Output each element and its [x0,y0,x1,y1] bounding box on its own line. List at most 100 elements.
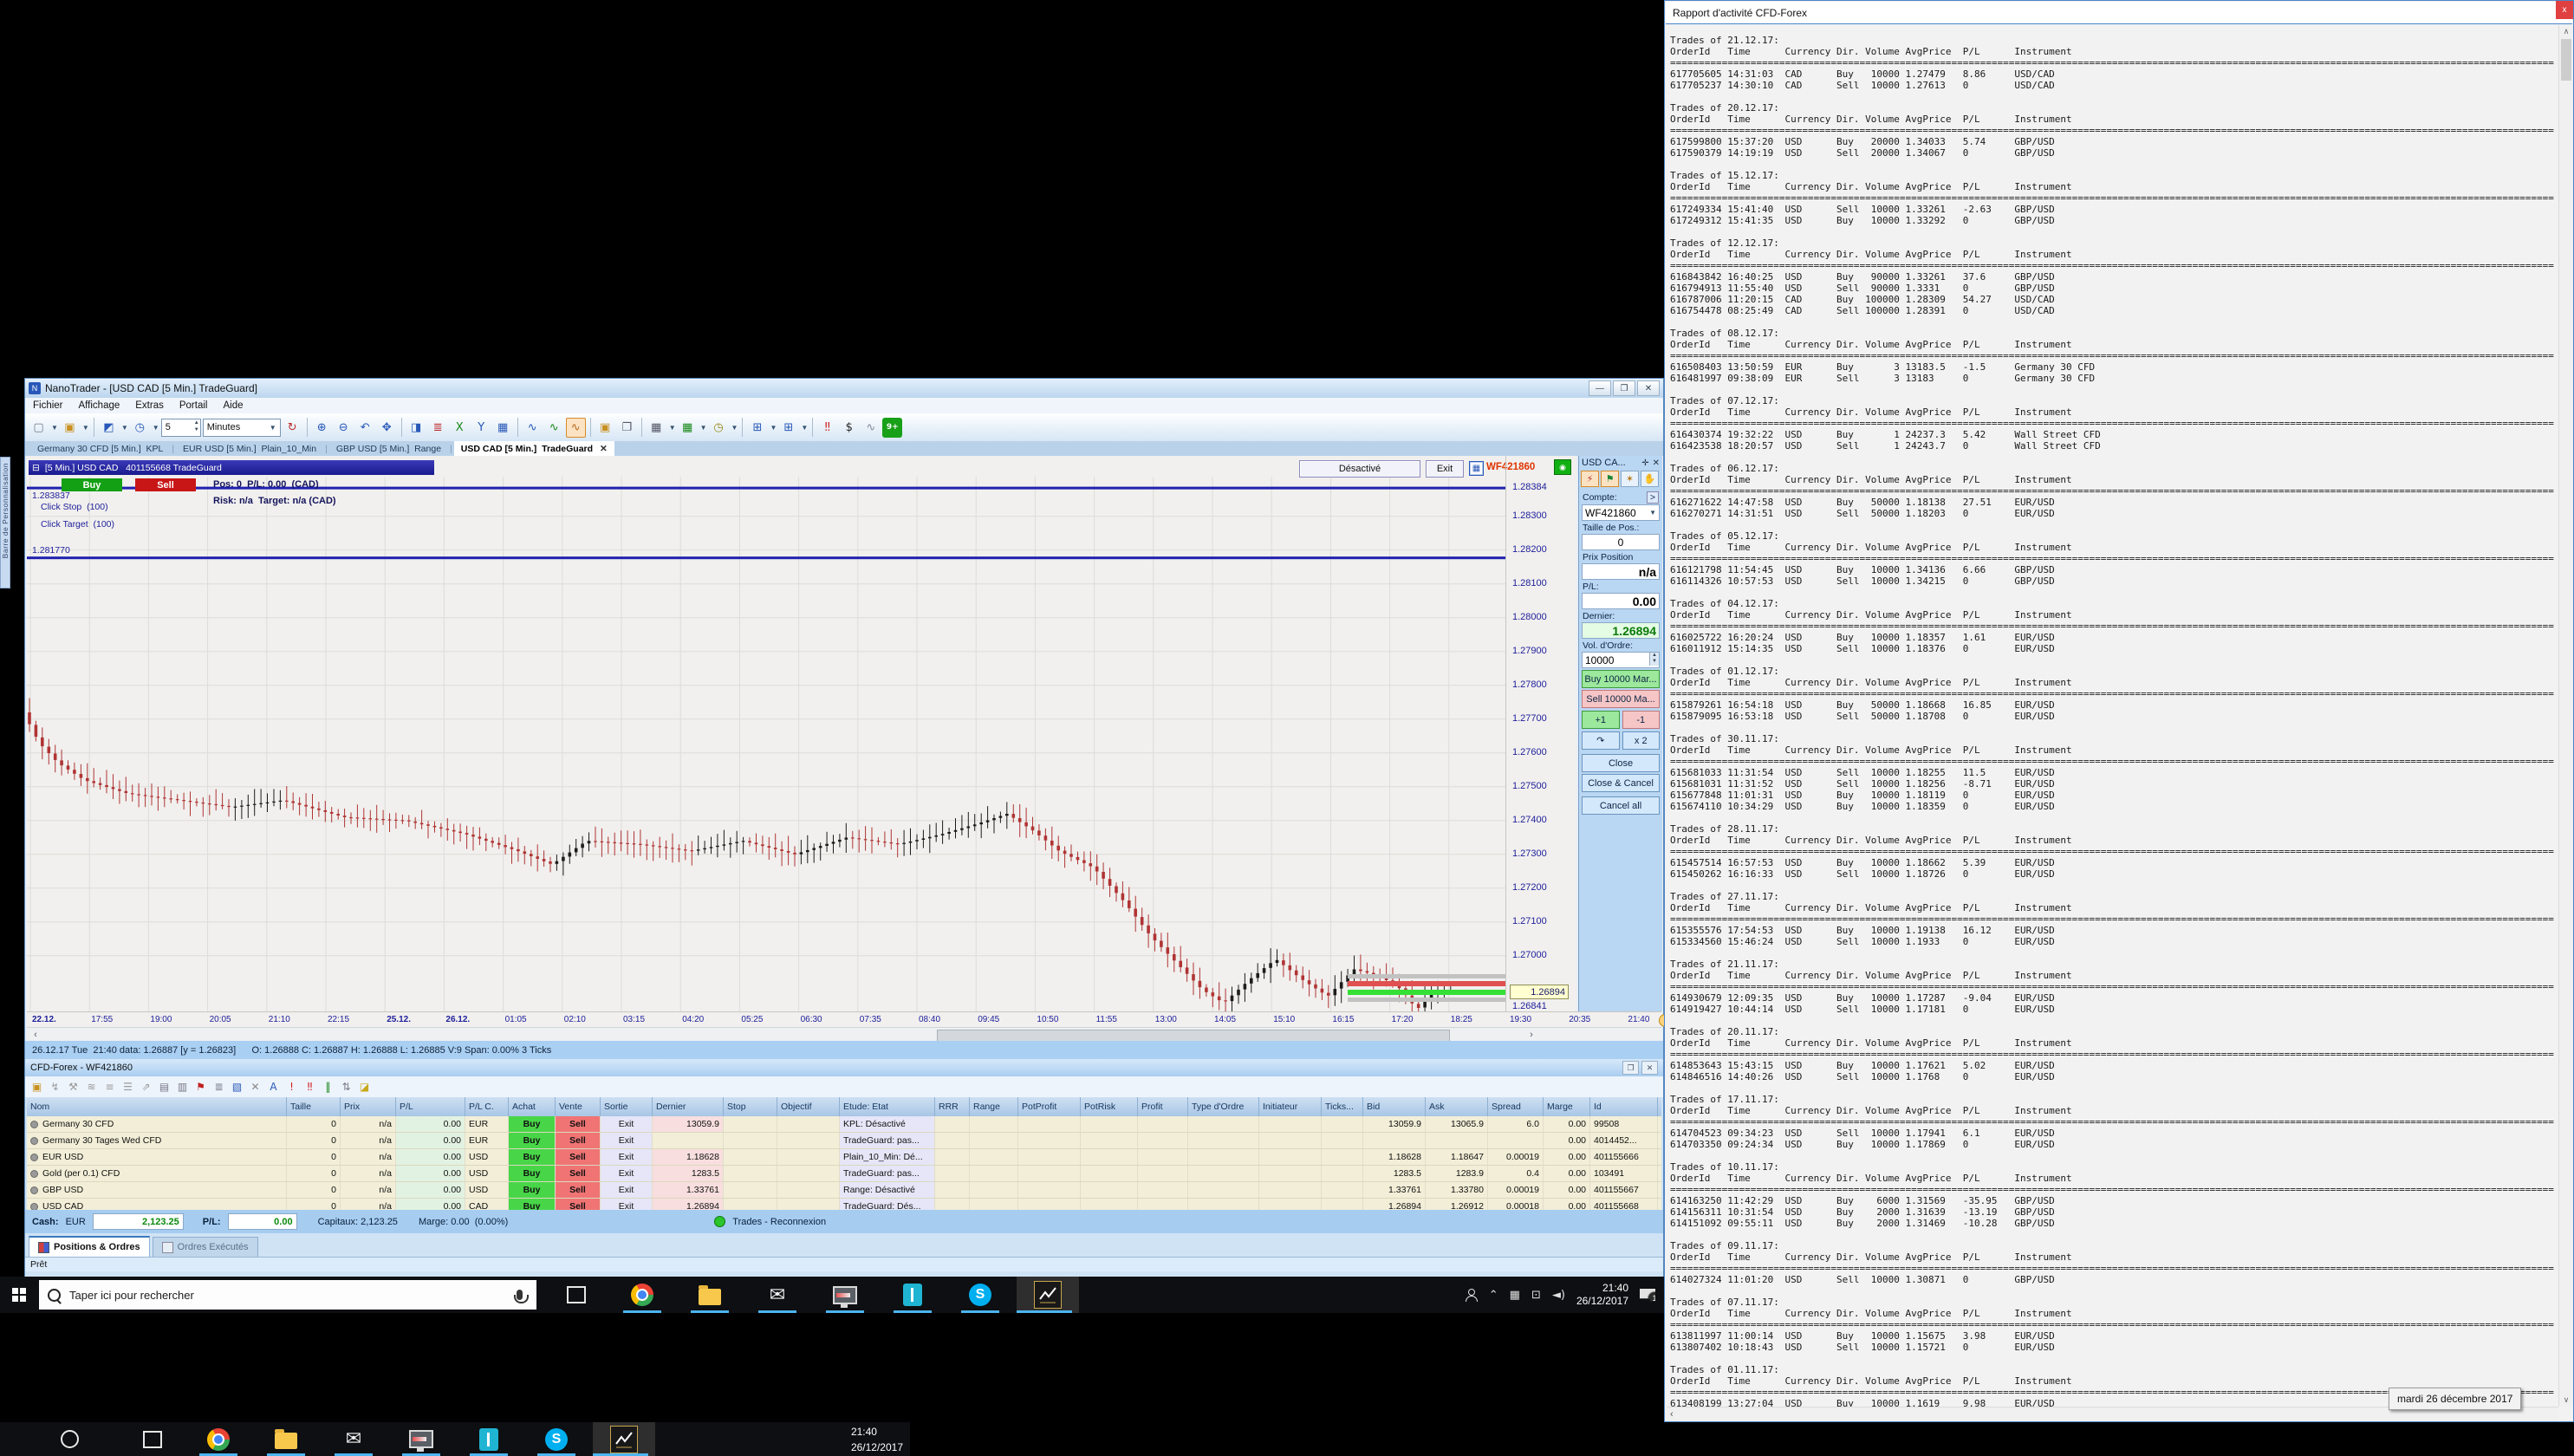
click-target-label[interactable]: Click Target (100) [41,519,115,530]
column-header-taille[interactable]: Taille [287,1097,341,1116]
study-line-green-icon[interactable]: ∿ [549,420,559,434]
period-spinner[interactable]: ▲ ▼ [193,419,199,432]
period-unit-select[interactable]: Minutes ▼ [202,418,281,437]
tray-chevron-icon[interactable]: ⌃ [1488,1288,1498,1302]
volume-spinner[interactable]: ▲ ▼ [1649,653,1659,666]
speaker-icon[interactable]: ◄) [1551,1288,1565,1302]
positions-panel-titlebar[interactable]: CFD-Forex - WF421860 ❐ ✕ [25,1059,1663,1076]
print-icon[interactable]: ❐ [621,420,633,434]
open-list-icon[interactable]: ▣ [31,1081,42,1093]
column-header-objectif[interactable]: Objectif [777,1097,840,1116]
chart-grid-icon[interactable]: ▦ [497,420,509,434]
account-select[interactable]: WF421860 ▼ [1582,504,1660,521]
column-header-range[interactable]: Range [970,1097,1018,1116]
cancel-all-button[interactable]: Cancel all [1582,796,1660,815]
close-cancel-button[interactable]: Close & Cancel [1582,774,1660,792]
column-header-p-l-c-[interactable]: P/L C. [465,1097,509,1116]
people-icon[interactable] [1464,1289,1478,1302]
tab-close-icon[interactable]: ✕ [600,443,608,454]
close-icon[interactable]: ✕ [1637,380,1660,396]
cell[interactable]: Sell [556,1116,601,1132]
tools-icon[interactable]: ⚒ [68,1081,78,1093]
table-green-icon[interactable]: ▦ [681,420,693,434]
personalization-bar[interactable]: Barre de Personnalisation [0,457,10,588]
table-row[interactable]: Germany 30 Tages Wed CFD 0 n/a 0.00 EUR Buy Se… [27,1133,1661,1149]
skype-icon[interactable]: S [969,1284,991,1306]
menu-item-aide[interactable]: Aide [223,400,244,411]
menu-item-affichage[interactable]: Affichage [78,400,120,411]
columns-icon[interactable]: ▥ [177,1081,188,1093]
taskbar-clock-secondary[interactable]: 21:40 26/12/2017 [850,1425,903,1453]
column-header-potrisk[interactable]: PotRisk [1081,1097,1138,1116]
cash-icon[interactable]: $ [845,420,853,434]
panel-close-icon[interactable]: ✕ [1641,1061,1658,1075]
flatten-icon[interactable]: ↯ [50,1081,60,1093]
teal-app-icon[interactable] [479,1427,498,1451]
table-row[interactable]: EUR USD 0 n/a 0.00 USD Buy Sell Exit 1.18628 Plai… [27,1149,1661,1166]
cell[interactable]: Buy [509,1133,556,1148]
sort-icon[interactable]: ⇅ [341,1081,351,1093]
tab-usd[interactable]: USD CAD [5 Min.] TradeGuard ✕ [453,441,614,456]
scroll-up-icon[interactable]: ∧ [2563,27,2570,36]
column-header-stop[interactable]: Stop [724,1097,777,1116]
cell[interactable]: Buy [509,1166,556,1181]
network-icon[interactable]: ⊡ [1531,1288,1541,1302]
column-header-type-d-ordre[interactable]: Type d'Ordre [1188,1097,1259,1116]
table-row[interactable]: USD CAD 0 n/a 0.00 CAD Buy Sell Exit 1.26894 Trad… [27,1199,1661,1210]
alert1-icon[interactable]: ! [289,1081,294,1093]
task-manager-icon[interactable] [409,1430,433,1452]
menu-icon[interactable]: ☰ [123,1081,133,1093]
waves-icon[interactable]: ≋ [87,1081,96,1093]
column-header-etude-etat[interactable]: Etude: Etat [840,1097,935,1116]
menu-item-portail[interactable]: Portail [179,400,208,411]
column-header-dernier[interactable]: Dernier [653,1097,724,1116]
quick-trade-icon[interactable]: ⚡ [1581,471,1599,487]
cell[interactable]: Exit [601,1182,653,1198]
column-header-prix[interactable]: Prix [341,1097,396,1116]
exit-button[interactable]: Exit [1426,460,1464,478]
zoom-out-icon[interactable]: ⊖ [338,420,348,434]
open-workspace-icon[interactable]: ▣ [600,420,611,434]
table-row[interactable]: Germany 30 CFD 0 n/a 0.00 EUR Buy Sell Exit 1305… [27,1116,1661,1133]
plus-one-button[interactable]: +1 [1582,711,1620,729]
tab-eur[interactable]: EUR USD [5 Min.] Plain_10_Min [183,443,317,454]
alert-list-icon[interactable]: ≣ [432,420,443,434]
table-row[interactable]: GBP USD 0 n/a 0.00 USD Buy Sell Exit 1.33761 Rang… [27,1182,1661,1199]
buy-button[interactable]: Buy [62,478,122,491]
column-header-potprofit[interactable]: PotProfit [1018,1097,1081,1116]
table-row[interactable]: Gold (per 0.1) CFD 0 n/a 0.00 USD Buy Sell Exit… [27,1166,1661,1182]
cell[interactable]: Exit [601,1166,653,1181]
file-explorer-icon[interactable] [275,1429,297,1449]
buy-market-button[interactable]: Buy 10000 Mar... [1582,670,1660,688]
mini-chart-icon[interactable]: ∿ [866,420,876,434]
chrome-icon[interactable] [631,1284,653,1306]
report-titlebar[interactable]: Rapport d'activité CFD-Forex [1666,2,2572,24]
window-titlebar[interactable]: N NanoTrader - [USD CAD [5 Min.] TradeGu… [25,379,1663,398]
report-scroll-thumb[interactable] [2561,39,2571,81]
scroll-right-icon[interactable]: › [1530,1029,1533,1040]
tab-gbp[interactable]: GBP USD [5 Min.] Range [335,443,442,454]
open-chart-icon[interactable]: ▣ [64,420,75,434]
search-input[interactable]: Taper ici pour rechercher [39,1280,536,1310]
layout2-icon[interactable]: ⊞ [783,420,794,434]
list-icon[interactable]: ▤ [159,1081,170,1093]
chart-inner-titlebar[interactable]: ⊟ [5 Min.] USD CAD 401155668 TradeGuard [29,460,434,475]
cortana-icon[interactable] [60,1430,79,1448]
column-header-ask[interactable]: Ask [1426,1097,1488,1116]
close-panel-icon[interactable]: ✕ [1652,458,1660,468]
period-clock-icon[interactable]: ◷ [134,420,145,434]
cell[interactable]: Buy [509,1149,556,1165]
cell[interactable]: Buy [509,1182,556,1198]
touch-keyboard-icon[interactable]: ▦ [1509,1288,1520,1302]
reverse-button[interactable]: ↷ [1582,731,1620,750]
undo-icon[interactable]: ↶ [360,420,370,434]
tab-positions-ordres[interactable]: Positions & Ordres [29,1236,150,1257]
period-value-input[interactable]: 5 ▲ ▼ [160,418,201,437]
task-view-icon[interactable] [143,1430,162,1448]
task-manager-icon[interactable] [833,1285,857,1308]
report-horizontal-scrollbar[interactable]: ‹ [1667,1407,2558,1421]
scroll-down-icon[interactable]: ∨ [2563,1395,2570,1404]
cell[interactable]: Exit [601,1133,653,1148]
table-view-icon[interactable]: ▦ [651,420,662,434]
column-header-ticks-[interactable]: Ticks... [1322,1097,1363,1116]
